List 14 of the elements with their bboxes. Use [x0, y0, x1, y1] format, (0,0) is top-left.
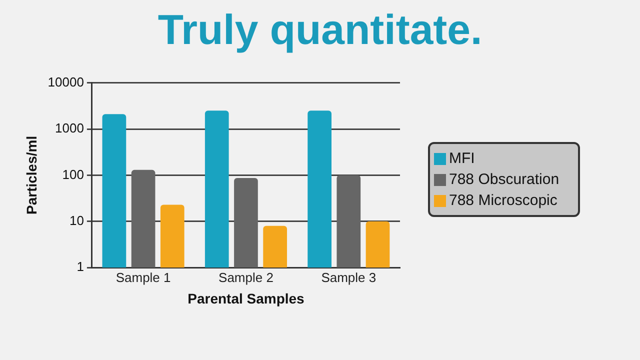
y-tick-label: 1 [76, 259, 84, 274]
x-tick-label: Sample 3 [321, 270, 376, 285]
x-tick-label: Sample 1 [116, 270, 171, 285]
y-tick-label: 1000 [55, 120, 84, 136]
x-axis-title: Parental Samples [188, 290, 305, 306]
y-tick-label: 10000 [48, 74, 84, 90]
chart-title: Truly quantitate. [156, 6, 484, 54]
legend-label: 788 Microscopic [449, 191, 558, 211]
x-tick-label: Sample 2 [218, 270, 274, 285]
y-tick-label: 100 [62, 166, 84, 182]
y-axis-title: Particles/ml [23, 136, 40, 215]
legend-label: 788 Obscuration [449, 170, 560, 190]
y-tick-label: 10 [69, 212, 84, 228]
legend-label: MFI [449, 149, 475, 169]
